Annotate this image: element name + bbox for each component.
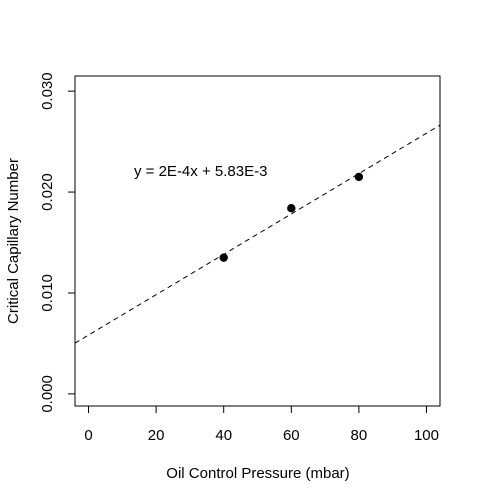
y-axis: 0.000 0.010 0.020 0.030 bbox=[39, 72, 76, 413]
data-point bbox=[354, 172, 364, 182]
x-axis-tick-label: 100 bbox=[414, 427, 439, 444]
x-axis: 0 20 40 60 80 100 bbox=[84, 405, 439, 444]
x-axis-tick-label: 80 bbox=[351, 427, 368, 444]
fit-line bbox=[74, 124, 441, 344]
fit-line-group bbox=[74, 124, 441, 344]
data-point bbox=[287, 204, 296, 213]
y-axis-tick-label: 0.000 bbox=[39, 375, 56, 413]
x-axis-tick-label: 40 bbox=[215, 427, 232, 444]
data-points bbox=[219, 172, 364, 262]
x-axis-tick-label: 0 bbox=[84, 427, 92, 444]
y-axis-label: Critical Capillary Number bbox=[5, 158, 22, 324]
y-axis-tick-label: 0.020 bbox=[39, 173, 56, 211]
data-point bbox=[219, 253, 228, 262]
y-axis-tick-label: 0.010 bbox=[39, 274, 56, 312]
x-axis-tick-label: 20 bbox=[148, 427, 165, 444]
x-axis-tick-label: 60 bbox=[283, 427, 300, 444]
fit-equation-annotation: y = 2E-4x + 5.83E-3 bbox=[134, 163, 267, 180]
y-axis-tick-label: 0.030 bbox=[39, 72, 56, 110]
x-axis-label: Oil Control Pressure (mbar) bbox=[166, 465, 349, 482]
